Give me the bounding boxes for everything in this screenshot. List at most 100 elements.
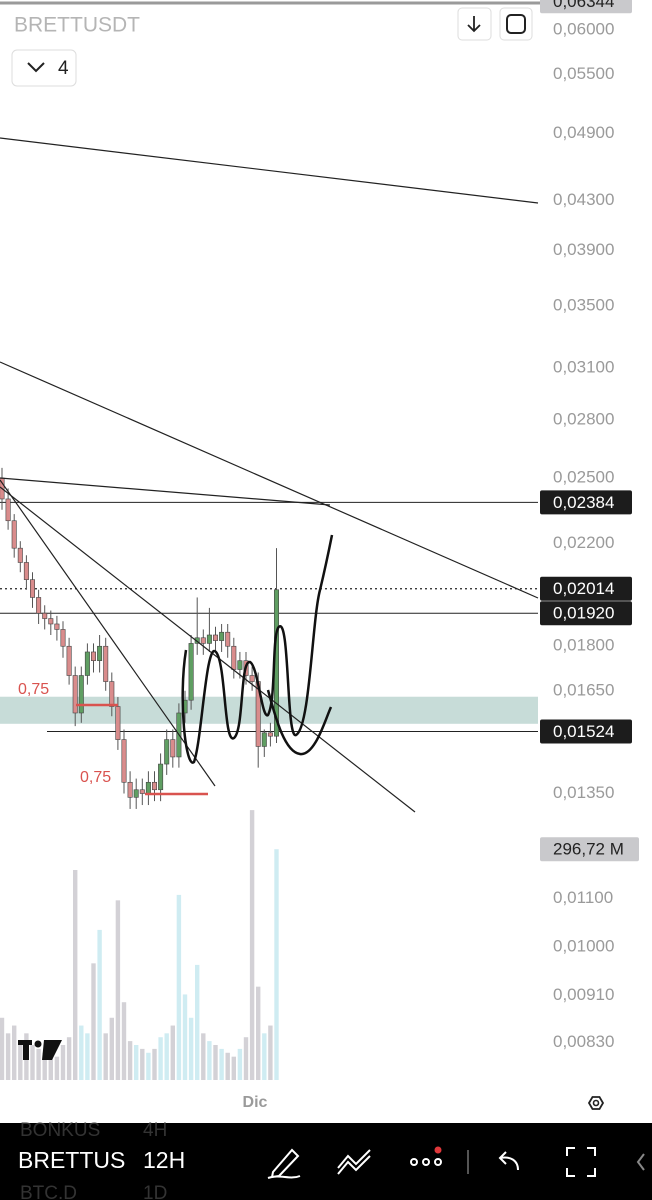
logo-part (23, 1040, 29, 1060)
volume-bar (207, 1041, 212, 1080)
settings-icon-center (592, 1099, 600, 1107)
volume-bar (262, 1033, 267, 1080)
trendline (0, 486, 416, 813)
y-tick-label: 0,02200 (553, 533, 614, 552)
layout-button[interactable] (11, 49, 77, 87)
candle-body (237, 660, 243, 670)
candle-body (72, 675, 78, 714)
y-tick-label: 0,01650 (553, 680, 614, 699)
volume-bar (5, 1033, 11, 1080)
volume-bar (97, 929, 102, 1080)
price-tag-label: 0,06344 (553, 0, 614, 11)
y-tick-label: 0,01100 (553, 888, 613, 907)
candle-body (158, 763, 164, 791)
volume-bar (73, 870, 78, 1080)
price-tag (540, 0, 632, 14)
y-tick-label: 0,03100 (553, 357, 614, 376)
price-tag-label: 0,02384 (553, 493, 614, 512)
more-icon[interactable] (422, 1158, 430, 1166)
settings-icon[interactable] (587, 1096, 605, 1110)
volume-bar (237, 1048, 243, 1080)
volume-bar (195, 964, 200, 1080)
volume-bar (42, 1052, 47, 1080)
candle-body (200, 637, 206, 644)
arrow-icon[interactable] (636, 1153, 645, 1171)
volume-bar (225, 1052, 230, 1080)
volume-bar (188, 1017, 194, 1080)
candle-body (267, 732, 273, 737)
volume-bar (146, 1052, 151, 1080)
candle-body (188, 643, 194, 701)
logo-part (34, 1040, 42, 1048)
volume-bar (103, 1033, 108, 1080)
price-tag (540, 719, 632, 744)
volume-bar (134, 1045, 139, 1080)
volume-bar (66, 1037, 72, 1080)
volume-bar (231, 1056, 236, 1080)
draw-icon[interactable] (267, 1148, 301, 1179)
volume-bar (91, 963, 96, 1080)
bottom-symbol[interactable]: BRETTUS (18, 1147, 125, 1173)
volume-tag-label: 296,72 M (553, 840, 624, 859)
more-icon[interactable] (434, 1158, 442, 1166)
candle-body (103, 645, 109, 682)
volume-bar (140, 1048, 145, 1080)
fib-lines (76, 703, 208, 796)
candle-body (23, 562, 29, 580)
price-tag (540, 601, 632, 626)
candle-body (91, 651, 97, 661)
candle-body (139, 789, 145, 794)
volume-bar (219, 1048, 224, 1080)
candle-body (206, 634, 212, 644)
volume-bar (182, 994, 188, 1080)
volume-bar (85, 1033, 90, 1080)
candle-body (133, 789, 139, 798)
fullscreen-button[interactable] (499, 7, 533, 41)
volume-bar (152, 1048, 157, 1080)
price-tag-label: 0,01920 (553, 604, 614, 623)
y-tick-label: 0,01350 (553, 783, 614, 802)
candle-body (115, 706, 121, 740)
volume-bar (18, 1041, 23, 1080)
more-icon[interactable] (410, 1158, 418, 1166)
notification-dot (434, 1146, 442, 1154)
volume-bar (201, 1033, 206, 1080)
candle-body (84, 651, 90, 676)
logo-part (42, 1040, 62, 1060)
volume-bar (12, 1025, 17, 1080)
indicators-icon[interactable] (337, 1149, 371, 1175)
fullscreen-icon[interactable] (566, 1147, 596, 1177)
price-tag (540, 576, 632, 601)
volume-bar (158, 1037, 163, 1080)
candle-body (5, 498, 11, 522)
bottom-interval[interactable]: 12H (143, 1147, 185, 1173)
x-label: Dic (243, 1094, 268, 1111)
volume-bar (79, 1025, 84, 1080)
candle-body (78, 675, 84, 714)
candle-body (219, 631, 225, 641)
candle-body (42, 612, 48, 619)
tv-logo (18, 1040, 62, 1060)
volume-bar (164, 1033, 169, 1080)
candle-body (152, 781, 158, 791)
volume-bar (213, 1045, 218, 1080)
candle-body (194, 637, 200, 644)
candle-body (261, 732, 267, 747)
fullscreen-icon (506, 14, 526, 34)
volume-bar (60, 1045, 66, 1080)
chevron-icon (27, 62, 45, 73)
trendline (0, 479, 216, 787)
volume-bar (36, 1048, 41, 1080)
y-tick-label: 0,03900 (553, 240, 614, 259)
bottom-bar (0, 1123, 652, 1200)
candle-body (97, 645, 103, 661)
undo-icon[interactable] (498, 1151, 519, 1171)
volume-bar (48, 1048, 53, 1080)
y-tick-label: 0,04900 (553, 123, 614, 142)
candle-body (121, 739, 127, 783)
ghost-symbol: BONKUS (20, 1120, 100, 1141)
y-tick-label: 0,00830 (553, 1032, 614, 1051)
hand-drawing (181, 534, 334, 764)
candle-body (145, 781, 151, 794)
candle-body (109, 681, 115, 707)
